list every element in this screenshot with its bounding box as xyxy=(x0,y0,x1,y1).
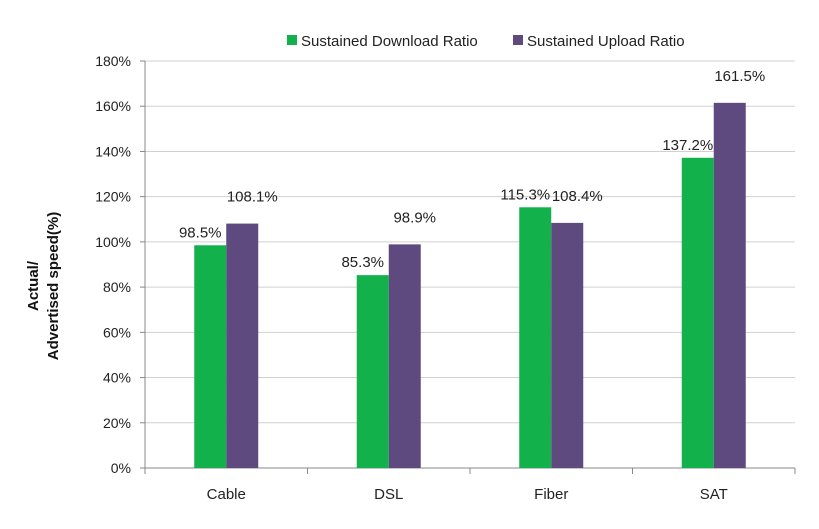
y-tick-label: 40% xyxy=(103,370,131,386)
y-tick-label: 160% xyxy=(95,98,131,114)
y-axis-title: Actual/ Advertised speed(%) xyxy=(25,212,62,360)
bar-sat-download xyxy=(681,157,714,468)
y-tick-label: 140% xyxy=(95,143,131,159)
y-tick-label: 80% xyxy=(103,279,131,295)
legend-label: Sustained Download Ratio xyxy=(301,33,478,50)
data-labels: 98.5% 108.1% 85.3% 98.9% 115.3% 108.4% 137.2% 1… xyxy=(179,68,765,271)
data-label: 115.3% xyxy=(500,186,550,203)
y-axis-ticks: 0% 20% 40% 60% 80% 100% 120% 140% 160% 180% xyxy=(95,53,131,476)
y-tick-label: 120% xyxy=(95,189,131,205)
data-label: 98.9% xyxy=(393,209,436,226)
bar-dsl-download xyxy=(356,275,389,468)
x-axis-categories: Cable DSL Fiber SAT xyxy=(207,486,728,503)
category-label: Cable xyxy=(207,486,246,503)
bar-cable-upload xyxy=(226,223,259,468)
bars xyxy=(194,102,746,468)
bar-dsl-upload xyxy=(388,244,421,468)
y-tick-label: 60% xyxy=(103,324,131,340)
category-label: SAT xyxy=(700,486,728,503)
data-label: 98.5% xyxy=(179,224,222,241)
y-axis-title-line2: Advertised speed(%) xyxy=(45,212,62,360)
legend-swatch xyxy=(287,35,297,45)
data-label: 85.3% xyxy=(341,254,384,271)
bar-sat-upload xyxy=(713,102,746,468)
y-axis-title-line1: Actual/ xyxy=(25,260,42,311)
bar-fiber-download xyxy=(519,207,552,468)
data-label: 137.2% xyxy=(662,137,713,154)
y-tick-label: 100% xyxy=(95,234,131,250)
legend-swatch xyxy=(513,35,523,45)
bar-fiber-upload xyxy=(551,222,584,468)
bar-cable-download xyxy=(194,245,227,468)
y-tick-label: 0% xyxy=(111,460,131,476)
y-tick-label: 20% xyxy=(103,415,131,431)
category-label: DSL xyxy=(374,486,403,503)
data-label: 108.4% xyxy=(552,188,603,205)
data-label: 108.1% xyxy=(227,189,278,206)
legend: Sustained Download Ratio Sustained Upload… xyxy=(287,33,685,50)
data-label: 161.5% xyxy=(714,68,765,85)
category-label: Fiber xyxy=(534,486,568,503)
y-tick-label: 180% xyxy=(95,53,131,69)
legend-label: Sustained Upload Ratio xyxy=(527,33,685,50)
